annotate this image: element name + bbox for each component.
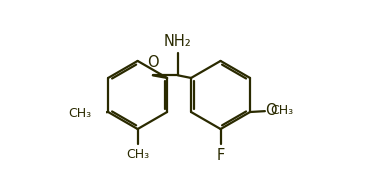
- Text: F: F: [216, 148, 225, 163]
- Text: CH₃: CH₃: [271, 104, 294, 117]
- Text: CH₃: CH₃: [68, 107, 92, 120]
- Text: NH₂: NH₂: [164, 34, 192, 49]
- Text: CH₃: CH₃: [126, 148, 149, 161]
- Text: O: O: [147, 55, 159, 70]
- Text: O: O: [265, 103, 277, 118]
